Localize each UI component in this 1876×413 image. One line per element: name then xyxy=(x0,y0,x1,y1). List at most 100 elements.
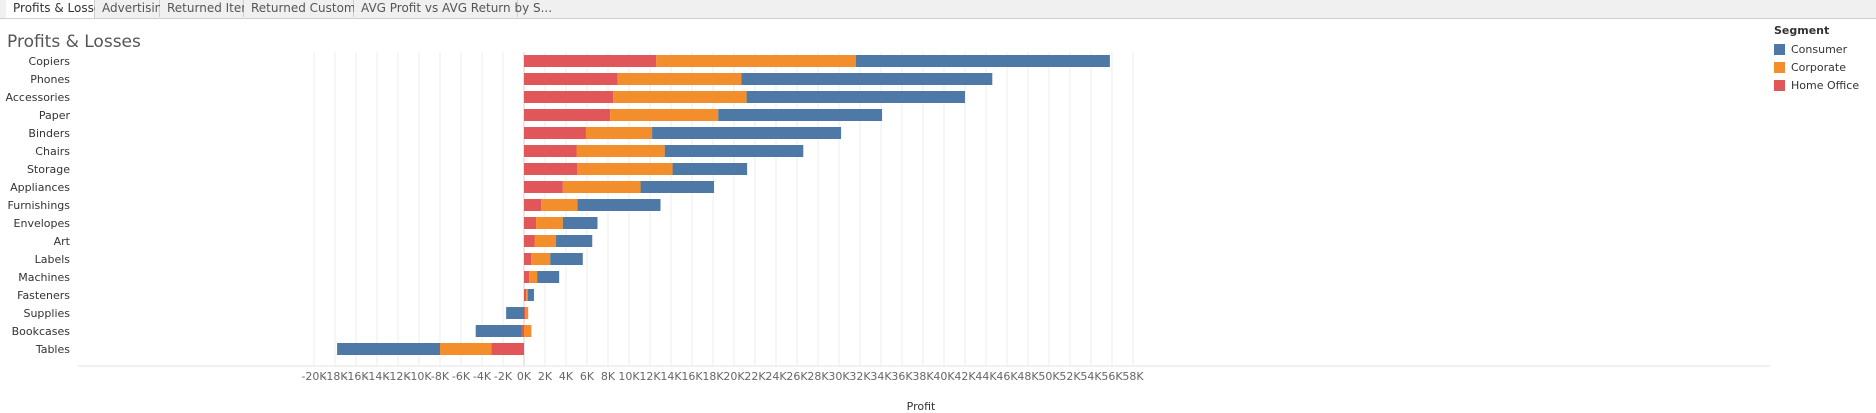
x-tick-label: 24K xyxy=(765,370,787,383)
bar-corporate xyxy=(585,127,653,139)
bar-home-office xyxy=(524,253,532,265)
category-label: Machines xyxy=(18,271,70,284)
x-tick-label: 32K xyxy=(849,370,871,383)
x-tick-label: -12K xyxy=(385,370,411,383)
bar-corporate xyxy=(541,199,578,211)
category-label: Fasteners xyxy=(17,289,70,302)
x-tick-label: 18K xyxy=(702,370,724,383)
category-label: Paper xyxy=(39,109,71,122)
bar-home-office xyxy=(524,289,527,301)
bar-consumer xyxy=(337,343,440,355)
bar-consumer xyxy=(718,109,883,121)
bar-home-office xyxy=(524,181,563,193)
bar-corporate xyxy=(610,109,719,121)
x-tick-label: 26K xyxy=(786,370,808,383)
category-label: Copiers xyxy=(29,55,71,68)
bar-corporate xyxy=(536,217,563,229)
x-tick-label: 16K xyxy=(681,370,703,383)
x-tick-label: 56K xyxy=(1101,370,1123,383)
x-tick-label: 42K xyxy=(954,370,976,383)
category-label: Furnishings xyxy=(8,199,71,212)
x-tick-label: 58K xyxy=(1122,370,1144,383)
x-tick-label: 46K xyxy=(996,370,1018,383)
bar-consumer xyxy=(506,307,524,319)
tab-returned-items[interactable]: Returned Items xyxy=(160,0,259,17)
legend-title: Segment xyxy=(1774,24,1830,37)
bar-home-office xyxy=(524,73,618,85)
bar-consumer xyxy=(527,289,534,301)
tab-advertising[interactable]: Advertising xyxy=(95,0,170,17)
bar-corporate xyxy=(531,253,551,265)
legend-swatch-corporate xyxy=(1774,61,1785,73)
category-label: Labels xyxy=(35,253,71,266)
bar-corporate xyxy=(526,289,528,301)
bar-consumer xyxy=(640,181,715,193)
segment-legend: Segment Consumer Corporate Home Office xyxy=(1774,24,1874,94)
legend-swatch-home-office xyxy=(1774,79,1785,91)
x-tick-label: 20K xyxy=(723,370,745,383)
x-tick-label: 6K xyxy=(580,370,595,383)
legend-label-corporate: Corporate xyxy=(1791,60,1846,74)
bar-home-office xyxy=(524,91,614,103)
x-tick-label: 52K xyxy=(1059,370,1081,383)
x-tick-label: 48K xyxy=(1017,370,1039,383)
x-tick-label: 54K xyxy=(1080,370,1102,383)
legend-swatch-consumer xyxy=(1774,43,1785,55)
legend-item-consumer[interactable]: Consumer xyxy=(1774,40,1874,58)
x-tick-label: 22K xyxy=(744,370,766,383)
bar-home-office xyxy=(524,235,535,247)
x-tick-label: 12K xyxy=(639,370,661,383)
tab-profits-losses[interactable]: Profits & Losses xyxy=(6,0,108,18)
bar-home-office xyxy=(524,307,526,319)
bar-consumer xyxy=(550,253,583,265)
category-label: Envelopes xyxy=(14,217,71,230)
bar-corporate xyxy=(577,163,673,175)
bar-home-office xyxy=(524,55,657,67)
tab-returned-customers[interactable]: Returned Customers xyxy=(244,0,374,17)
bar-consumer xyxy=(562,217,598,229)
bar-consumer xyxy=(746,91,965,103)
x-tick-label: 38K xyxy=(912,370,934,383)
x-tick-label: 14K xyxy=(660,370,682,383)
x-tick-label: -6K xyxy=(452,370,471,383)
tab-avg-profit-vs-avg-return[interactable]: AVG Profit vs AVG Return by S... xyxy=(354,0,552,17)
sheet-tab-bar: Profits & Losses Advertising Returned It… xyxy=(0,0,1876,19)
dashboard-title: Profits & Losses xyxy=(7,32,141,52)
category-label: Storage xyxy=(27,163,70,176)
bar-corporate xyxy=(534,235,557,247)
category-label: Phones xyxy=(30,73,70,86)
x-tick-label: 44K xyxy=(975,370,997,383)
bar-corporate xyxy=(525,307,529,319)
bar-home-office xyxy=(524,127,586,139)
bar-consumer xyxy=(475,325,522,337)
bar-corporate xyxy=(562,181,641,193)
bar-consumer xyxy=(556,235,593,247)
bar-consumer xyxy=(664,145,804,157)
bar-home-office xyxy=(524,145,577,157)
bar-corporate xyxy=(576,145,665,157)
legend-item-home-office[interactable]: Home Office xyxy=(1774,76,1874,94)
category-label: Chairs xyxy=(35,145,70,158)
bar-home-office xyxy=(521,325,524,337)
bar-home-office xyxy=(524,163,578,175)
x-tick-label: -20K xyxy=(301,370,327,383)
x-tick-label: -16K xyxy=(343,370,369,383)
bar-home-office xyxy=(524,271,530,283)
bar-home-office xyxy=(524,199,542,211)
bar-corporate xyxy=(613,91,747,103)
x-axis-title: Profit xyxy=(907,400,936,413)
x-tick-label: 28K xyxy=(807,370,829,383)
category-label: Binders xyxy=(28,127,70,140)
category-label: Art xyxy=(54,235,71,248)
x-tick-label: 2K xyxy=(538,370,553,383)
legend-item-corporate[interactable]: Corporate xyxy=(1774,58,1874,76)
x-tick-label: 8K xyxy=(601,370,616,383)
x-tick-label: 10K xyxy=(618,370,640,383)
legend-label-consumer: Consumer xyxy=(1791,42,1848,56)
bar-consumer xyxy=(577,199,661,211)
x-tick-label: 4K xyxy=(559,370,574,383)
bar-corporate xyxy=(656,55,856,67)
category-label: Supplies xyxy=(23,307,70,320)
x-tick-label: 40K xyxy=(933,370,955,383)
